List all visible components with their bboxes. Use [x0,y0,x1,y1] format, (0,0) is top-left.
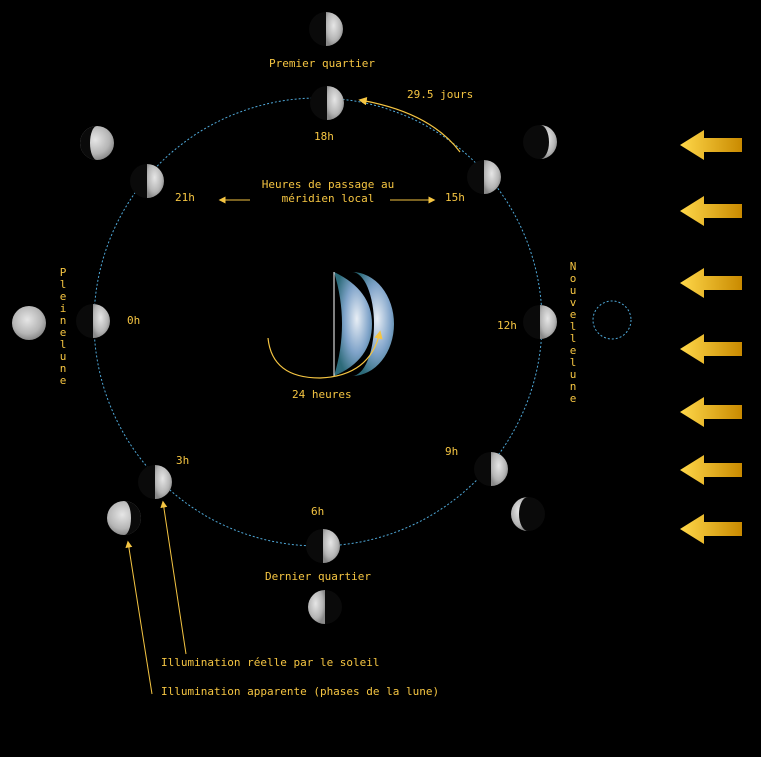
earth-icon [333,272,394,376]
hour-15-label: 15h [445,191,465,204]
hour-9-label: 9h [445,445,459,458]
hours-title-line1: Heures de passage au [261,178,395,191]
illum-reelle-pointer [160,500,187,655]
rotation-label: 24 heures [292,388,352,401]
sun-arrow-icon [680,196,742,226]
hour-0-label: 0h [127,314,141,327]
illum-apparente-label: Illumination apparente (phases de la lun… [161,685,440,698]
sun-arrow-icon [680,455,742,485]
sun-arrow-icon [680,130,742,160]
sun-arrow-icon [680,397,742,427]
dernier-quartier-label: Dernier quartier [265,570,371,583]
sun-arrow-icon [680,514,742,544]
sun-rays [680,130,742,544]
illum-apparente-pointer [125,540,153,695]
hour-12-label: 12h [497,319,517,332]
moon-icon [76,86,557,563]
moon-phase-icons [12,12,632,624]
rotation-arrow [267,330,383,379]
hour-3-label: 3h [176,454,190,467]
period-label: 29.5 jours [407,88,474,101]
nouvelle-lune-label: Nouvelle lune [569,260,577,405]
sun-arrow-icon [680,268,742,298]
illum-reelle-label: Illumination réelle par le soleil [161,656,380,669]
hour-18-label: 18h [314,130,334,143]
period-arrow [358,96,461,153]
hours-title-line2: méridien local [281,192,375,205]
premier-quartier-label: Premier quartier [269,57,375,70]
hour-6-label: 6h [311,505,325,518]
hour-21-label: 21h [175,191,195,204]
sun-arrow-icon [680,334,742,364]
pleine-lune-label: Pleine lune [59,266,67,387]
